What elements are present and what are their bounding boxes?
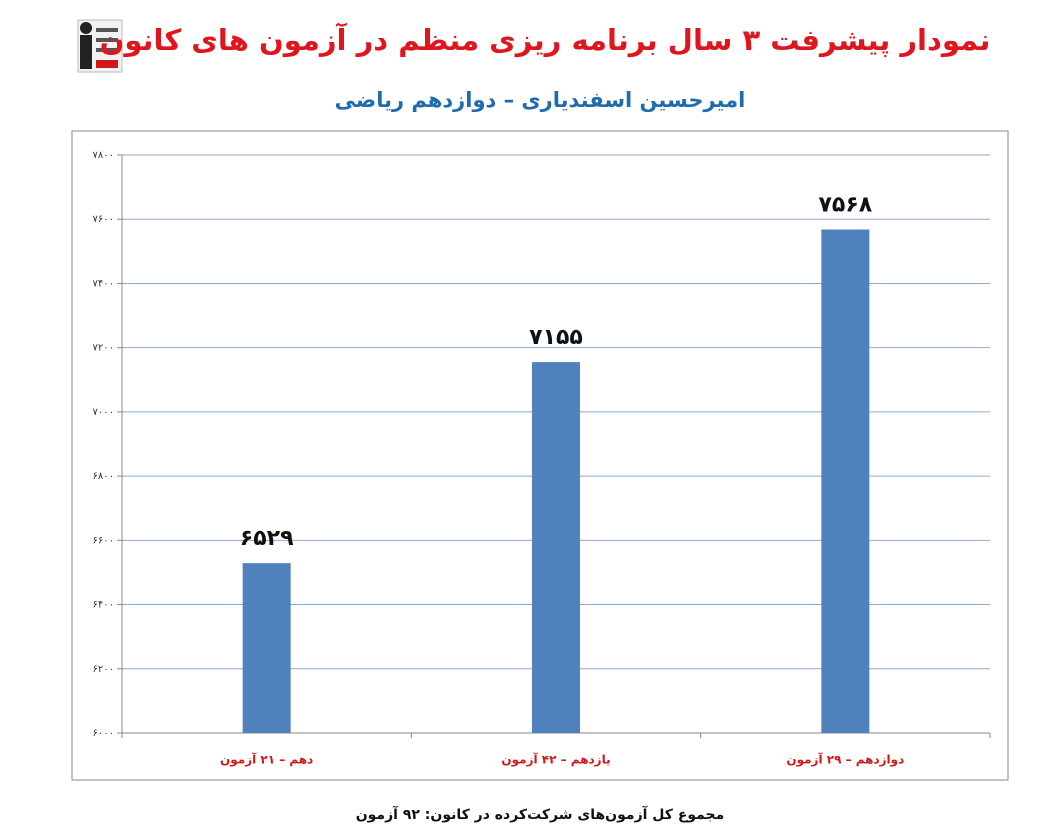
y-tick-label: ۷۶۰۰ (93, 214, 114, 225)
y-tick-label: ۶۲۰۰ (93, 664, 114, 675)
bar (242, 563, 291, 733)
x-tick-label: یازدهم – ۴۲ آزمون (501, 752, 610, 768)
y-tick-label: ۶۰۰۰ (93, 728, 114, 739)
x-tick-label: دوازدهم – ۲۹ آزمون (786, 752, 904, 768)
y-tick-label: ۷۲۰۰ (93, 343, 114, 354)
bar (821, 229, 870, 733)
x-tick-label: دهم – ۲۱ آزمون (220, 752, 313, 768)
y-tick-label: ۶۶۰۰ (93, 535, 114, 546)
logo (77, 19, 123, 73)
y-tick-label: ۷۸۰۰ (93, 150, 114, 161)
y-tick-label: ۶۸۰۰ (93, 471, 114, 482)
y-tick-label: ۷۴۰۰ (93, 278, 114, 289)
data-label: ۷۵۶۸ (818, 192, 872, 217)
bar (532, 362, 580, 733)
chart-title: نمودار پیشرفت ۳ سال برنامه ریزی منظم در … (100, 22, 991, 58)
data-label: ۶۵۲۹ (240, 526, 294, 551)
y-tick-label: ۷۰۰۰ (93, 407, 114, 418)
footer-note: مجموع کل آزمون‌های شرکت‌کرده در کانون: ۹… (356, 805, 725, 823)
chart-frame (71, 130, 1009, 781)
y-tick-label: ۶۴۰۰ (93, 600, 114, 611)
data-label: ۷۱۵۵ (529, 325, 583, 350)
chart-subtitle: امیرحسین اسفندیاری – دوازدهم ریاضی (335, 88, 746, 112)
